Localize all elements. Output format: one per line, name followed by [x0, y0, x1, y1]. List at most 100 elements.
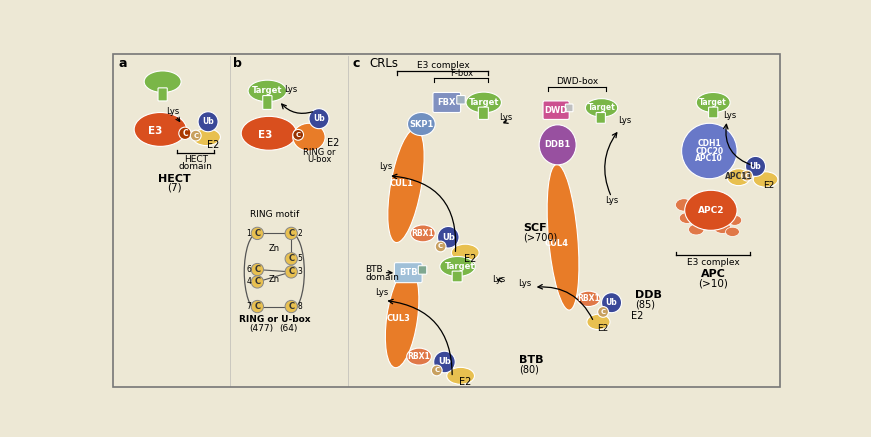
- Ellipse shape: [728, 215, 742, 225]
- Text: Ub: Ub: [438, 357, 451, 367]
- Text: C: C: [435, 368, 439, 374]
- Text: E2: E2: [631, 311, 643, 321]
- Circle shape: [742, 170, 753, 181]
- Ellipse shape: [714, 222, 731, 233]
- Text: Lys: Lys: [618, 116, 631, 125]
- Circle shape: [191, 130, 201, 141]
- Text: C: C: [295, 132, 300, 138]
- Circle shape: [682, 123, 737, 179]
- Text: Lys: Lys: [518, 279, 531, 288]
- Text: RBX1: RBX1: [408, 352, 430, 361]
- Ellipse shape: [696, 93, 730, 112]
- Circle shape: [602, 293, 622, 313]
- Text: HECT: HECT: [184, 155, 208, 164]
- Circle shape: [434, 351, 456, 373]
- Text: C: C: [182, 129, 188, 138]
- Text: (477): (477): [249, 324, 273, 333]
- Text: APC10: APC10: [695, 154, 723, 163]
- Text: b: b: [233, 57, 241, 70]
- Text: Lys: Lys: [605, 196, 618, 205]
- Text: RBX1: RBX1: [577, 295, 600, 303]
- Circle shape: [309, 109, 329, 128]
- Text: HECT: HECT: [158, 174, 191, 184]
- Text: RING or U-box: RING or U-box: [239, 315, 310, 324]
- Text: (80): (80): [519, 365, 539, 375]
- Text: domain: domain: [179, 162, 213, 171]
- Text: FBX: FBX: [437, 98, 456, 107]
- Text: 8: 8: [297, 302, 302, 311]
- Ellipse shape: [388, 129, 424, 243]
- Text: BTB: BTB: [519, 355, 544, 365]
- Text: Zn: Zn: [269, 275, 280, 284]
- Ellipse shape: [753, 172, 778, 187]
- Circle shape: [285, 266, 297, 278]
- Circle shape: [179, 127, 191, 139]
- Text: E3: E3: [258, 130, 273, 140]
- Text: 6: 6: [246, 265, 252, 274]
- Text: E2: E2: [459, 377, 471, 387]
- Ellipse shape: [440, 257, 476, 277]
- Text: CUL1: CUL1: [390, 179, 414, 188]
- Ellipse shape: [676, 199, 692, 211]
- Text: (85): (85): [635, 299, 655, 309]
- Ellipse shape: [410, 225, 436, 242]
- Text: Target: Target: [252, 87, 282, 95]
- Circle shape: [251, 300, 264, 313]
- Circle shape: [437, 226, 459, 248]
- Text: C: C: [745, 173, 750, 179]
- Text: DWD: DWD: [544, 106, 568, 114]
- FancyBboxPatch shape: [565, 104, 573, 112]
- Ellipse shape: [134, 112, 186, 146]
- Text: Zn: Zn: [269, 244, 280, 253]
- Ellipse shape: [712, 212, 727, 223]
- Text: 3: 3: [297, 267, 302, 276]
- Text: C: C: [438, 243, 443, 250]
- FancyBboxPatch shape: [456, 96, 465, 104]
- Text: CDC20: CDC20: [695, 146, 724, 156]
- Ellipse shape: [547, 164, 579, 310]
- Text: CDH1: CDH1: [698, 139, 721, 148]
- Circle shape: [285, 253, 297, 265]
- Text: E2: E2: [327, 138, 339, 148]
- FancyBboxPatch shape: [263, 96, 272, 109]
- Text: APC2: APC2: [698, 206, 724, 215]
- FancyBboxPatch shape: [418, 266, 427, 274]
- Text: C: C: [288, 229, 294, 238]
- Text: Lys: Lys: [379, 162, 393, 171]
- FancyBboxPatch shape: [158, 88, 167, 101]
- FancyBboxPatch shape: [596, 112, 605, 123]
- Text: Target: Target: [469, 98, 499, 107]
- Text: C: C: [288, 254, 294, 264]
- Circle shape: [251, 227, 264, 239]
- Text: (7): (7): [167, 183, 181, 193]
- FancyBboxPatch shape: [395, 263, 422, 283]
- Ellipse shape: [241, 116, 297, 150]
- Circle shape: [251, 276, 264, 288]
- Text: (>700): (>700): [523, 232, 557, 242]
- Text: SKP1: SKP1: [409, 120, 434, 128]
- Ellipse shape: [248, 80, 287, 102]
- Text: Lys: Lys: [375, 288, 388, 297]
- FancyBboxPatch shape: [478, 107, 489, 119]
- Text: E3 complex: E3 complex: [416, 61, 469, 70]
- Text: Lys: Lys: [499, 113, 513, 122]
- FancyBboxPatch shape: [433, 93, 461, 112]
- Text: DWD-box: DWD-box: [556, 77, 598, 86]
- Text: C: C: [254, 265, 260, 274]
- Text: 7: 7: [246, 302, 252, 311]
- Text: Target: Target: [699, 98, 727, 107]
- Circle shape: [436, 241, 446, 252]
- Text: F-box: F-box: [449, 69, 473, 78]
- Text: C: C: [288, 302, 294, 311]
- Circle shape: [598, 306, 609, 317]
- Circle shape: [198, 112, 218, 132]
- Text: (>10): (>10): [699, 278, 728, 288]
- Text: E2: E2: [598, 324, 609, 333]
- Text: CUL4: CUL4: [545, 239, 569, 248]
- Text: E2: E2: [206, 140, 219, 150]
- Ellipse shape: [587, 314, 610, 329]
- Ellipse shape: [192, 128, 220, 146]
- Text: U-box: U-box: [307, 155, 332, 164]
- Ellipse shape: [689, 224, 704, 235]
- Text: Target: Target: [588, 104, 616, 112]
